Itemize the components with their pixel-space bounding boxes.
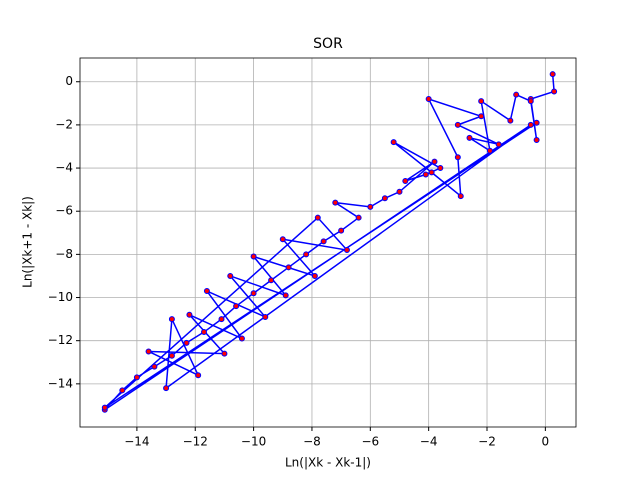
data-point: [119, 387, 126, 394]
data-point: [303, 251, 310, 258]
data-point: [390, 139, 397, 146]
x-tick-label: −10: [241, 435, 266, 449]
data-point: [396, 188, 403, 195]
data-point: [282, 292, 289, 299]
data-point: [457, 193, 464, 200]
data-point: [250, 290, 257, 297]
data-point: [527, 98, 534, 105]
data-point: [533, 137, 540, 143]
data-point: [168, 352, 175, 359]
x-tick-label: −14: [124, 435, 149, 449]
data-point: [311, 272, 318, 279]
data-point: [381, 195, 388, 202]
data-point: [145, 348, 152, 355]
x-tick-label: −6: [361, 435, 379, 449]
y-tick-label: −8: [55, 247, 73, 261]
data-point: [343, 247, 350, 254]
y-tick-label: −14: [48, 376, 73, 390]
data-point: [428, 169, 435, 176]
data-point: [151, 363, 158, 370]
data-point: [495, 141, 502, 148]
data-point: [367, 203, 374, 210]
data-point: [250, 253, 257, 260]
data-point: [507, 117, 514, 124]
data-point: [279, 236, 286, 243]
x-axis-label: Ln(|Xk - Xk-1|): [285, 456, 371, 470]
data-point: [203, 288, 210, 295]
x-tick-label: −4: [420, 435, 438, 449]
data-point: [533, 119, 540, 126]
data-point: [338, 227, 345, 234]
data-point: [101, 404, 108, 411]
y-tick-label: 0: [65, 74, 73, 88]
data-point: [549, 71, 556, 78]
y-tick-label: −12: [48, 333, 73, 347]
data-point: [163, 385, 170, 392]
data-point: [195, 372, 202, 379]
plot-frame: [79, 57, 577, 428]
data-point: [314, 214, 321, 221]
data-point: [238, 335, 245, 342]
x-tick-label: −2: [478, 435, 496, 449]
x-tick-label: −12: [183, 435, 208, 449]
y-tick-label: −2: [55, 117, 73, 131]
data-point: [486, 147, 493, 154]
y-tick-label: −10: [48, 290, 73, 304]
data-point: [332, 199, 339, 206]
data-point: [227, 272, 234, 279]
chart-title: SOR: [313, 36, 343, 52]
x-tick-label: 0: [542, 435, 550, 449]
x-tick-label: −8: [303, 435, 321, 449]
data-point: [168, 316, 175, 323]
data-point: [513, 91, 520, 98]
data-point: [233, 303, 240, 310]
data-point: [527, 121, 534, 128]
y-tick-label: −4: [55, 161, 73, 175]
data-point: [478, 98, 485, 105]
data-point: [221, 350, 228, 357]
y-axis-label: Ln(|Xk+1 - Xk|): [21, 196, 35, 288]
data-point: [268, 277, 275, 284]
data-point: [454, 154, 461, 161]
data-point: [218, 316, 225, 323]
data-point: [355, 214, 362, 221]
data-point: [320, 238, 327, 245]
y-tick-label: −6: [55, 204, 73, 218]
data-point: [425, 96, 432, 102]
data-point: [437, 165, 444, 172]
data-point: [478, 113, 485, 120]
data-point: [201, 329, 207, 336]
data-point: [183, 339, 190, 346]
data-point: [454, 121, 461, 128]
data-point: [186, 311, 193, 318]
data-point: [551, 88, 558, 95]
data-point: [431, 158, 438, 165]
data-point: [285, 264, 292, 271]
data-point: [466, 134, 473, 141]
data-point: [402, 178, 409, 184]
data-point: [422, 171, 429, 178]
data-point: [133, 374, 140, 381]
data-point: [262, 313, 269, 320]
